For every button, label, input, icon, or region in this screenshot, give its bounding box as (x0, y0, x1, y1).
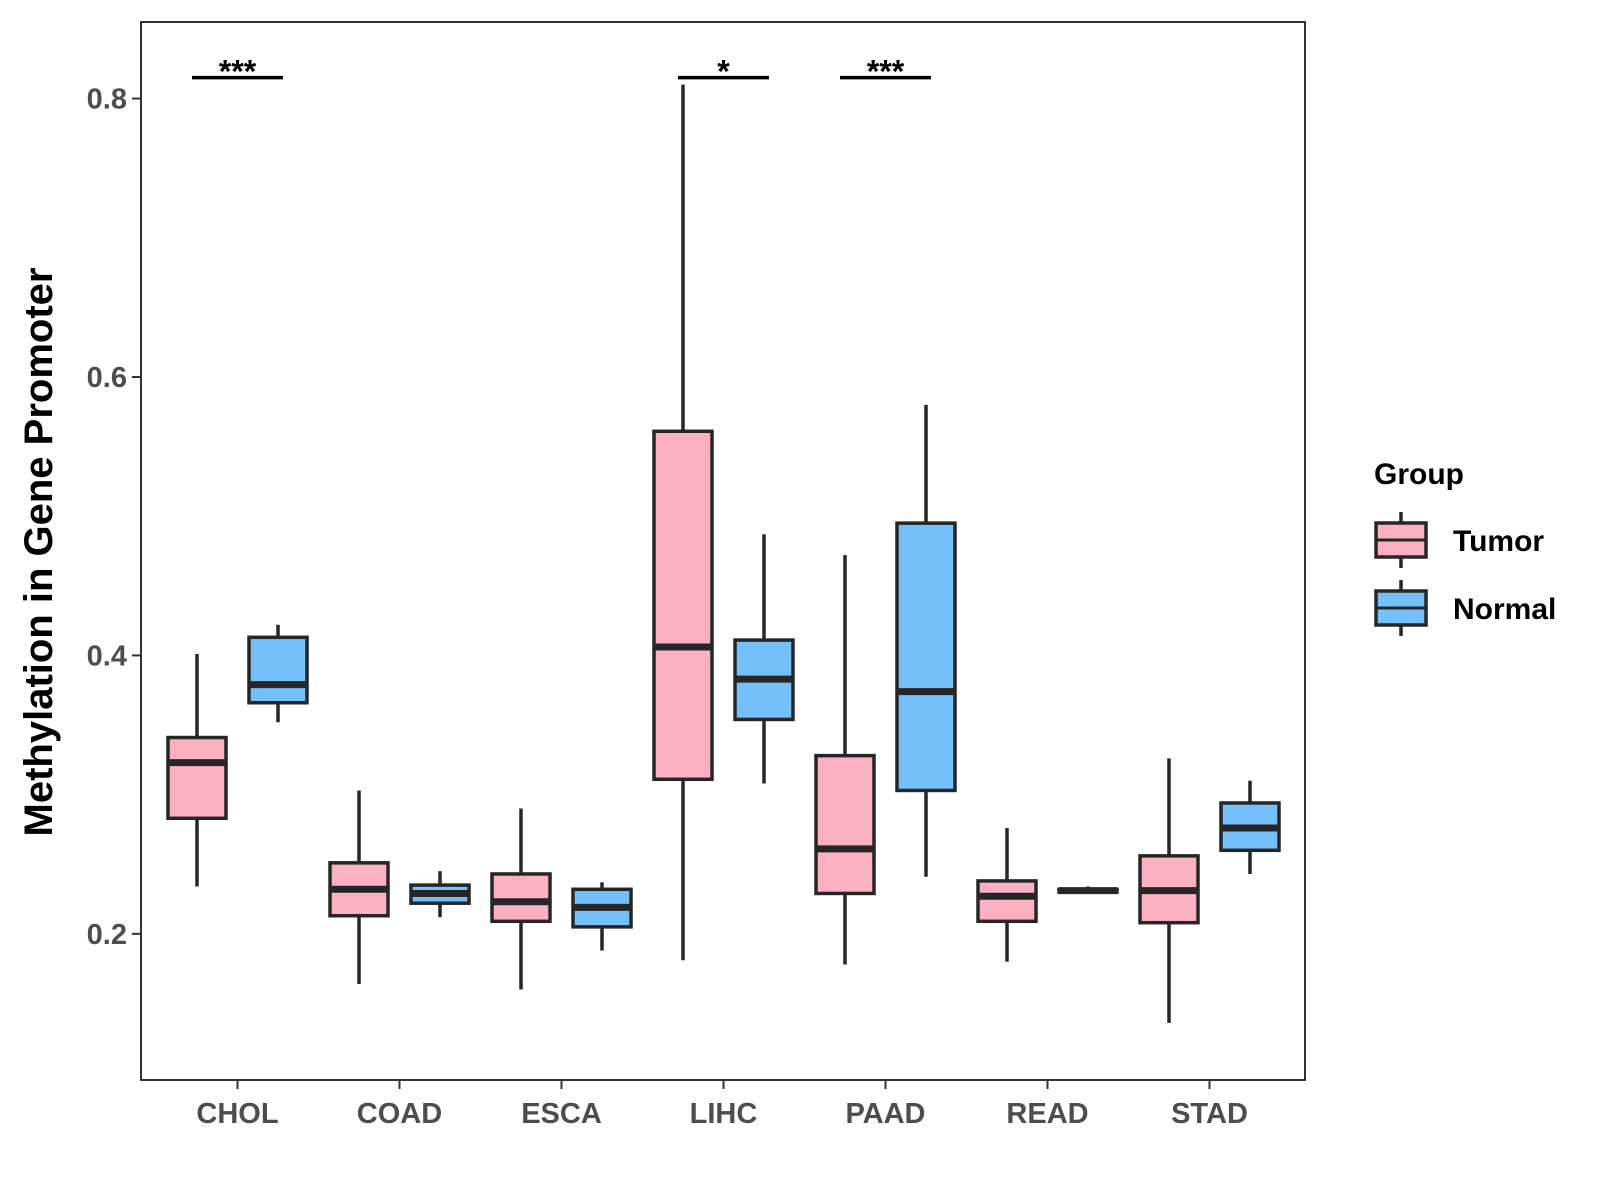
box-normal-chol (247, 624, 309, 723)
legend: Group Tumor Normal (1374, 458, 1556, 636)
box-body (814, 753, 876, 896)
box-normal-coad (409, 871, 471, 918)
y-tick-label: 0.4 (87, 640, 127, 672)
x-tick-label: PAAD (845, 1098, 925, 1130)
box-tumor-lihc (652, 84, 714, 961)
box-normal-read (1057, 886, 1119, 895)
legend-entry-normal: Normal (1374, 580, 1556, 636)
significance-annotations: *** * *** (192, 54, 931, 90)
box-tumor-paad (814, 555, 876, 965)
x-tick-label: CHOL (196, 1098, 278, 1130)
legend-title: Group (1374, 458, 1464, 491)
box-body (247, 635, 309, 705)
y-tick-label: 0.8 (87, 84, 127, 116)
x-tick-label: READ (1006, 1098, 1088, 1130)
significance-label: *** (219, 54, 257, 90)
box-tumor-esca (490, 808, 552, 990)
box-tumor-chol (166, 654, 228, 887)
panel-border (140, 21, 1306, 1081)
box-normal-esca (571, 882, 633, 951)
y-axis-title: Methylation in Gene Promoter (17, 268, 61, 837)
boxes (166, 84, 1281, 1023)
y-tick-label: 0.6 (87, 362, 127, 394)
box-normal-stad (1219, 780, 1281, 874)
box-normal-paad (895, 404, 957, 877)
x-tick-label: COAD (357, 1098, 442, 1130)
box-body (490, 872, 552, 924)
y-axis: 0.2 0.4 0.6 0.8 (87, 84, 141, 951)
significance-label: * (717, 54, 730, 90)
x-tick-label: LIHC (690, 1098, 758, 1130)
box-body (895, 521, 957, 793)
legend-entry-tumor: Tumor (1374, 512, 1544, 568)
significance-label: *** (867, 54, 905, 90)
box-body (166, 735, 228, 821)
box-body (976, 879, 1038, 924)
x-tick-label: ESCA (521, 1098, 602, 1130)
legend-label: Tumor (1453, 525, 1544, 558)
x-axis: CHOL COAD ESCA LIHC PAAD READ STAD (196, 1080, 1248, 1130)
box-tumor-coad (328, 790, 390, 984)
y-tick-label: 0.2 (87, 919, 127, 951)
box-normal-lihc (733, 534, 795, 784)
box-body (652, 429, 714, 782)
legend-label: Normal (1453, 593, 1556, 626)
plot-area (140, 21, 1306, 1081)
box-tumor-read (976, 828, 1038, 962)
x-tick-label: STAD (1171, 1098, 1248, 1130)
box-tumor-stad (1138, 758, 1200, 1023)
